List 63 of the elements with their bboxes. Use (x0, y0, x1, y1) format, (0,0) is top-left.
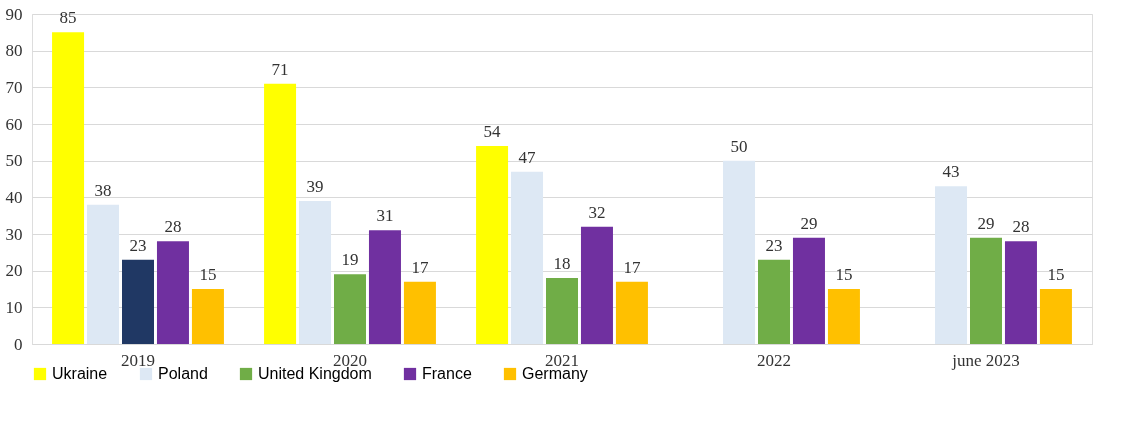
y-tick-label: 90 (5, 4, 23, 24)
y-tick-label: 10 (5, 297, 23, 317)
data-label: 15 (1047, 265, 1065, 284)
data-label: 29 (800, 213, 818, 233)
data-label: 17 (623, 257, 641, 277)
bar (758, 259, 790, 344)
bar (723, 160, 756, 344)
data-label: 15 (835, 265, 853, 284)
legend-label: France (422, 365, 472, 382)
y-tick-label: 80 (5, 41, 23, 61)
bar (935, 186, 968, 344)
legend-label: Ukraine (52, 365, 108, 382)
x-tick-label: 2019 (121, 350, 155, 370)
bar (403, 281, 436, 344)
data-label: 23 (765, 235, 783, 255)
legend-label: United Kingdom (258, 365, 372, 382)
bar (615, 281, 648, 344)
x-tick-label: 2022 (757, 350, 791, 370)
data-label: 54 (483, 122, 502, 141)
data-label: 50 (730, 136, 748, 156)
data-label: 31 (376, 206, 394, 226)
bar (52, 32, 85, 344)
bar (546, 278, 578, 344)
y-tick-label: 40 (5, 187, 23, 207)
bar (368, 230, 401, 344)
y-tick-label: 50 (5, 151, 23, 171)
data-label: 43 (942, 162, 960, 182)
data-label: 39 (306, 177, 324, 196)
data-label: 47 (518, 147, 537, 167)
bar (191, 289, 224, 344)
bar (476, 146, 509, 344)
y-tick-label: 30 (5, 224, 23, 244)
data-label: 18 (553, 254, 571, 273)
data-label: 71 (271, 59, 289, 79)
bar (970, 237, 1002, 344)
bar (122, 259, 154, 344)
bar (334, 274, 366, 344)
data-label: 29 (977, 213, 995, 233)
y-tick-label: 60 (5, 114, 23, 134)
y-tick-label: 70 (5, 77, 23, 97)
bar (1004, 241, 1037, 344)
data-label: 28 (164, 217, 182, 237)
bar (299, 201, 332, 344)
bar (827, 289, 860, 344)
data-label: 85 (59, 8, 77, 28)
data-label: 38 (94, 180, 112, 200)
data-label: 28 (1012, 217, 1030, 237)
data-label: 17 (411, 257, 429, 277)
y-tick-label: 20 (5, 261, 23, 281)
bar (580, 226, 613, 344)
y-tick-label: 0 (14, 334, 23, 354)
bar (511, 171, 544, 344)
bar (792, 237, 825, 344)
data-label: 32 (588, 202, 606, 222)
legend-label: Poland (158, 365, 208, 382)
x-tick-label: june 2023 (951, 350, 1020, 370)
data-label: 19 (341, 250, 359, 270)
bar (264, 83, 297, 344)
bar (87, 204, 120, 344)
bar (1039, 289, 1072, 344)
data-label: 23 (129, 235, 147, 255)
data-label: 15 (199, 265, 217, 284)
bar (156, 241, 189, 344)
